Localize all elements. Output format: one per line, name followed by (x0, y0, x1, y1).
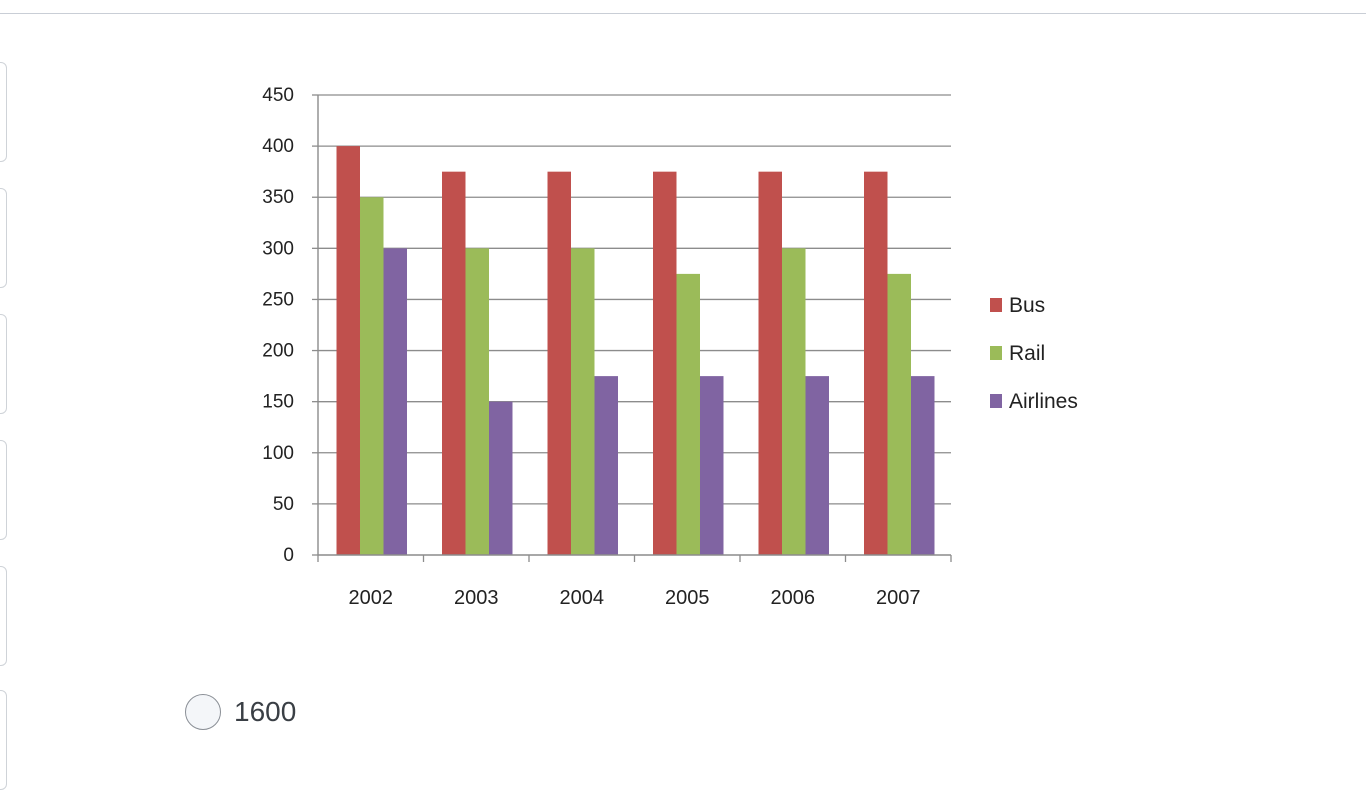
legend-swatch (990, 394, 1002, 408)
bar-chart: 0 50 100 150 200 250 300 350 400 450 2002 2003 2004 2… (262, 85, 1078, 609)
legend-swatch (990, 298, 1002, 312)
legend-label: Airlines (1009, 390, 1078, 413)
bar (782, 248, 806, 556)
y-tick-label: 50 (273, 494, 294, 515)
chart-axes: 0 50 100 150 200 250 300 350 400 450 2002 2003 2004 2… (262, 85, 952, 609)
x-tick-label: 2004 (560, 587, 605, 609)
bar (383, 248, 407, 556)
answer-option[interactable]: 1600 (185, 692, 296, 732)
bar (653, 171, 677, 555)
bar (571, 248, 595, 556)
bar (442, 171, 466, 555)
y-tick-label: 200 (262, 341, 294, 362)
bar (360, 197, 384, 555)
chart-legend: Bus Rail Airlines (990, 294, 1078, 413)
y-tick-label: 400 (262, 136, 294, 157)
y-tick-label: 250 (262, 289, 294, 310)
x-tick-label: 2005 (665, 587, 710, 609)
x-tick-label: 2003 (454, 587, 499, 609)
bar (547, 171, 571, 555)
side-tab[interactable] (0, 690, 7, 790)
y-tick-label: 0 (283, 545, 294, 566)
x-tick-label: 2006 (771, 587, 816, 609)
y-tick-label: 300 (262, 238, 294, 259)
bar (805, 376, 829, 555)
bar (489, 401, 513, 555)
legend-swatch (990, 346, 1002, 360)
bar (336, 146, 360, 555)
bar (594, 376, 618, 555)
legend-label: Rail (1009, 342, 1045, 365)
answer-option-label: 1600 (234, 696, 297, 727)
bar (465, 248, 489, 556)
bar (864, 171, 888, 555)
radio-button[interactable] (185, 694, 221, 730)
bar (911, 376, 935, 555)
chart-bars (336, 146, 935, 556)
top-divider (0, 13, 1366, 14)
y-tick-label: 350 (262, 187, 294, 208)
legend-label: Bus (1009, 294, 1045, 317)
y-tick-label: 100 (262, 443, 294, 464)
chart-gridlines (318, 94, 951, 505)
bar (758, 171, 782, 555)
bar (676, 273, 700, 555)
y-tick-label: 450 (262, 85, 294, 106)
x-tick-label: 2002 (349, 587, 394, 609)
y-tick-label: 150 (262, 392, 294, 413)
bar (887, 273, 911, 555)
x-tick-label: 2007 (876, 587, 921, 609)
bar (700, 376, 724, 555)
